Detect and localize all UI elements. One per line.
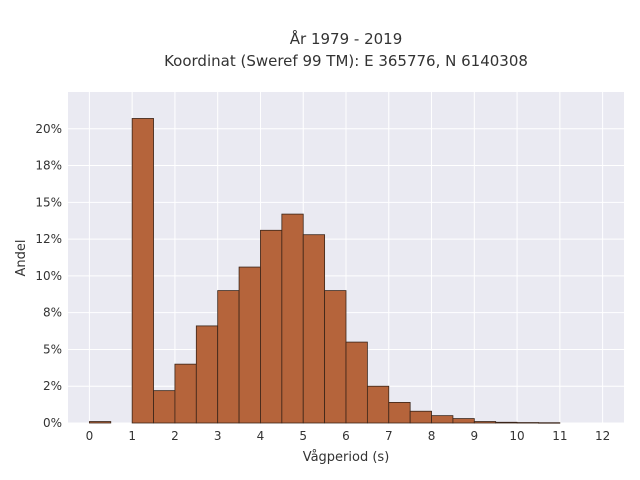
x-tick-label: 12 xyxy=(595,429,610,443)
histogram-bar xyxy=(260,229,283,424)
histogram-bar xyxy=(366,385,390,424)
x-tick-label: 8 xyxy=(428,429,436,443)
y-tick-label: 8% xyxy=(43,306,62,320)
x-tick-label: 11 xyxy=(552,429,567,443)
histogram-bar xyxy=(538,422,561,424)
y-tick-label: 10% xyxy=(35,269,62,283)
x-tick-label: 7 xyxy=(385,429,393,443)
y-tick-label: 0% xyxy=(43,416,62,430)
x-tick-label: 4 xyxy=(257,429,265,443)
x-axis-label: Vågperiod (s) xyxy=(303,450,390,465)
histogram-bar xyxy=(217,290,240,424)
histogram-bar xyxy=(431,415,454,424)
y-tick-label: 18% xyxy=(35,159,62,173)
y-tick-label: 20% xyxy=(35,122,62,136)
y-tick-label: 15% xyxy=(35,195,62,209)
y-tick-labels: 0% 2% 5% 8% 10% 12% 15% 18% 20% xyxy=(35,122,62,430)
histogram-bar xyxy=(281,213,304,424)
x-tick-label: 6 xyxy=(342,429,350,443)
histogram-bar xyxy=(452,418,475,424)
x-tick-label: 9 xyxy=(470,429,478,443)
x-tick-label: 0 xyxy=(86,429,94,443)
bars xyxy=(88,118,561,424)
histogram-bar xyxy=(388,402,411,424)
histogram-bar xyxy=(324,290,347,424)
histogram-bar xyxy=(345,341,368,424)
chart-subtitle: Koordinat (Sweref 99 TM): E 365776, N 61… xyxy=(164,52,528,70)
y-tick-label: 2% xyxy=(43,379,62,393)
histogram-bar xyxy=(153,390,176,424)
histogram-bar xyxy=(195,325,219,424)
x-tick-label: 1 xyxy=(128,429,136,443)
histogram-bar xyxy=(238,266,261,424)
histogram-bar xyxy=(302,234,326,424)
histogram-bar xyxy=(495,421,518,424)
x-tick-label: 5 xyxy=(299,429,307,443)
histogram-bar xyxy=(174,363,197,424)
x-tick-labels: 0 1 2 3 4 5 6 7 8 9 10 11 12 xyxy=(86,429,611,443)
histogram-bar xyxy=(516,422,539,424)
histogram-bar xyxy=(131,118,154,424)
y-tick-label: 5% xyxy=(43,342,62,356)
y-axis-label: Andel xyxy=(14,240,29,277)
x-tick-label: 10 xyxy=(509,429,524,443)
x-tick-label: 2 xyxy=(171,429,179,443)
histogram-bar xyxy=(473,421,497,424)
y-tick-label: 12% xyxy=(35,232,62,246)
chart-title: År 1979 - 2019 xyxy=(290,29,403,48)
histogram-bar xyxy=(88,421,112,424)
histogram-bar xyxy=(409,410,432,424)
x-tick-label: 3 xyxy=(214,429,222,443)
